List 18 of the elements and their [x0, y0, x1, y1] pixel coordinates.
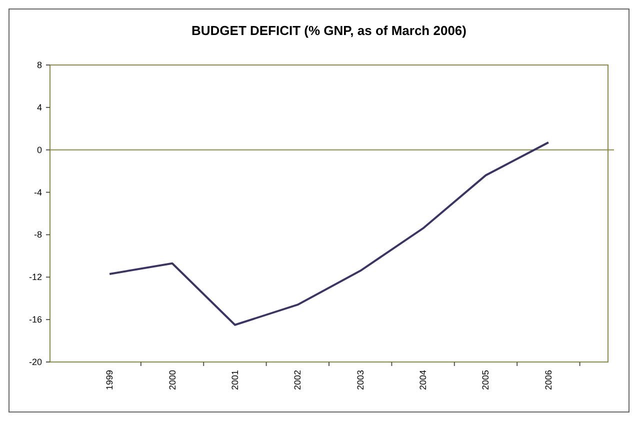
y-tick-label: -20 [28, 357, 42, 367]
y-tick-label: 8 [36, 60, 42, 70]
y-tick-label: -16 [28, 314, 42, 325]
chart-title: BUDGET DEFICIT (% GNP, as of March 2006) [192, 23, 466, 38]
y-tick-label: -8 [34, 230, 42, 240]
x-tick-label: 2004 [418, 370, 428, 390]
line-series [108, 141, 550, 326]
x-tick-label: 2000 [167, 370, 178, 390]
x-tick-label: 2001 [230, 370, 240, 390]
y-tick-label: -4 [34, 187, 42, 198]
x-tick-label: 2002 [292, 370, 303, 390]
x-tick-label: 2003 [355, 370, 366, 390]
x-tick-label: 1999 [104, 370, 115, 390]
x-tick-label: 2006 [543, 370, 554, 390]
y-tick-label: -12 [28, 272, 42, 282]
x-tick-label: 2005 [480, 370, 491, 390]
y-tick-label: 4 [36, 102, 42, 112]
y-tick-label: 0 [36, 144, 42, 155]
